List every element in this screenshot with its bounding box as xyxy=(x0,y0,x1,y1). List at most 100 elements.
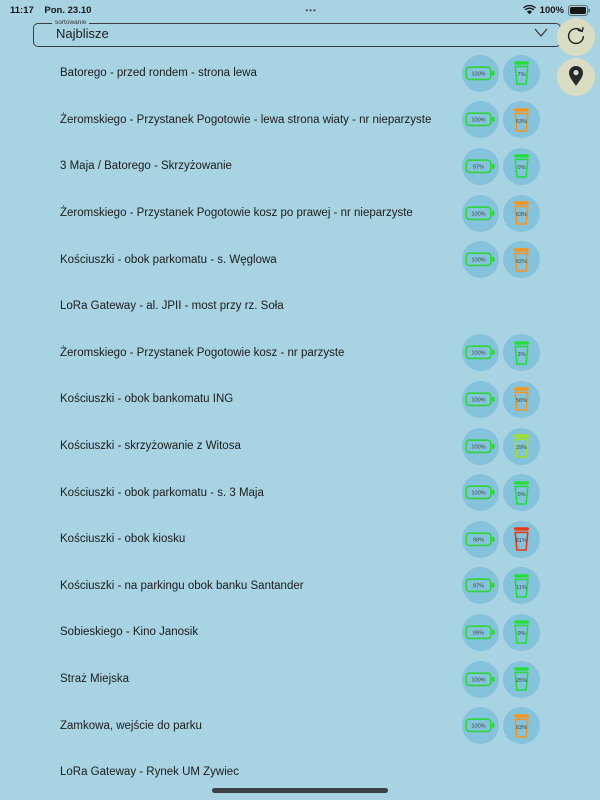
location-label: Kościuszki - obok parkomatu - s. 3 Maja xyxy=(60,486,264,499)
list-item[interactable]: Żeromskiego - Przystanek Pogotowie kosz … xyxy=(0,330,600,377)
battery-badge: 98% xyxy=(462,520,499,558)
location-label: Kościuszki - obok parkomatu - s. Węglowa xyxy=(60,253,277,266)
svg-text:29%: 29% xyxy=(516,445,527,451)
svg-text:63%: 63% xyxy=(516,725,527,731)
list-item[interactable]: Kościuszki - obok bankomatu ING 100% 56% xyxy=(0,376,600,423)
bin-fill-badge: 81% xyxy=(503,520,540,558)
sensor-list: Batorego - przed rondem - strona lewa 10… xyxy=(0,50,600,796)
wifi-icon xyxy=(522,5,536,15)
trash-bin-icon: 0% xyxy=(514,480,529,505)
list-item[interactable]: Kościuszki - skrzyżowanie z Witosa 100% … xyxy=(0,423,600,470)
list-item[interactable]: LoRa Gateway - al. JPII - most przy rz. … xyxy=(0,283,600,330)
battery-badge: 100% xyxy=(462,54,499,92)
battery-level-icon: 100% xyxy=(465,392,495,407)
badges: 100% 63% xyxy=(462,194,540,232)
trash-bin-icon: 25% xyxy=(514,667,529,691)
battery-level-icon: 97% xyxy=(465,578,495,593)
svg-text:63%: 63% xyxy=(516,212,527,218)
map-pin-icon xyxy=(567,65,585,90)
svg-text:100%: 100% xyxy=(471,491,485,497)
battery-badge: 100% xyxy=(462,474,499,512)
location-label: Kościuszki - skrzyżowanie z Witosa xyxy=(60,440,241,453)
list-item[interactable]: 3 Maja / Batorego - Skrzyżowanie 97% 0% xyxy=(0,143,600,190)
svg-text:81%: 81% xyxy=(516,538,527,544)
battery-badge: 100% xyxy=(462,707,499,745)
svg-text:56%: 56% xyxy=(516,399,527,405)
location-label: Kościuszki - obok kiosku xyxy=(60,533,186,546)
list-item[interactable]: Zamkowa, wejście do parku 100% 63% xyxy=(0,702,600,749)
battery-level-icon: 100% xyxy=(465,671,495,686)
svg-text:25%: 25% xyxy=(516,678,527,684)
sort-select-value: Najblisze xyxy=(56,25,109,41)
location-label: 3 Maja / Batorego - Skrzyżowanie xyxy=(60,160,232,173)
list-item[interactable]: Żeromskiego - Przystanek Pogotowie - lew… xyxy=(0,97,600,144)
battery-badge: 100% xyxy=(462,101,499,139)
trash-bin-icon: 29% xyxy=(514,434,529,458)
bin-fill-badge: 3% xyxy=(503,334,540,372)
list-item[interactable]: Kościuszki - na parkingu obok banku Sant… xyxy=(0,563,600,610)
bin-fill-badge: 29% xyxy=(503,427,540,465)
battery-level-icon: 100% xyxy=(465,485,495,500)
trash-bin-icon: 0% xyxy=(514,154,529,179)
refresh-icon xyxy=(565,25,587,50)
map-button[interactable] xyxy=(557,58,595,96)
bin-fill-badge: 63% xyxy=(503,194,540,232)
svg-text:0%: 0% xyxy=(517,166,525,172)
trash-bin-icon: 56% xyxy=(514,387,529,412)
list-item[interactable]: Kościuszki - obok kiosku 98% 81% xyxy=(0,516,600,563)
list-item[interactable]: Straż Miejska 100% 25% xyxy=(0,656,600,703)
battery-badge: 100% xyxy=(462,380,499,418)
battery-badge: 100% xyxy=(462,660,499,698)
list-item[interactable]: Batorego - przed rondem - strona lewa 10… xyxy=(0,50,600,97)
location-label: Kościuszki - obok bankomatu ING xyxy=(60,393,234,406)
location-label: Żeromskiego - Przystanek Pogotowie kosz … xyxy=(60,207,413,220)
trash-bin-icon: 63% xyxy=(514,108,529,132)
bin-fill-badge: 63% xyxy=(503,101,540,139)
battery-percent: 100% xyxy=(539,4,564,16)
svg-text:7%: 7% xyxy=(517,72,525,78)
badges: 97% 0% xyxy=(462,147,540,185)
date: Pon. 23.10 xyxy=(44,4,92,16)
svg-text:97%: 97% xyxy=(473,164,484,170)
trash-bin-icon: 11% xyxy=(514,574,529,598)
battery-badge: 97% xyxy=(462,147,499,185)
bin-fill-badge: 0% xyxy=(503,474,540,512)
list-item[interactable]: LoRa Gateway - Rynek UM Zywiec xyxy=(0,749,600,796)
battery-level-icon: 99% xyxy=(465,625,495,640)
location-label: Sobieskiego - Kino Janosik xyxy=(60,626,199,639)
svg-text:100%: 100% xyxy=(471,444,485,450)
location-label: Zamkowa, wejście do parku xyxy=(60,719,202,732)
list-item[interactable]: Sobieskiego - Kino Janosik 99% 0% xyxy=(0,609,600,656)
list-item[interactable]: Żeromskiego - Przystanek Pogotowie kosz … xyxy=(0,190,600,237)
svg-text:100%: 100% xyxy=(471,71,485,77)
bin-fill-badge: 7% xyxy=(503,54,540,92)
chevron-down-icon xyxy=(534,24,548,42)
trash-bin-icon: 81% xyxy=(514,527,529,552)
home-indicator[interactable] xyxy=(212,788,388,793)
battery-level-icon: 100% xyxy=(465,438,495,453)
list-item[interactable]: Kościuszki - obok parkomatu - s. Węglowa… xyxy=(0,236,600,283)
battery-level-icon: 97% xyxy=(465,159,495,174)
badges: 100% 25% xyxy=(462,660,540,698)
svg-text:62%: 62% xyxy=(516,259,527,265)
badges: 100% 3% xyxy=(462,334,540,372)
svg-text:63%: 63% xyxy=(516,119,527,125)
status-right: 100% xyxy=(522,4,590,16)
svg-text:0%: 0% xyxy=(517,492,525,498)
svg-text:100%: 100% xyxy=(471,211,485,217)
sort-select[interactable]: sortowanie Najblisze xyxy=(33,19,561,47)
location-label: Batorego - przed rondem - strona lewa xyxy=(60,67,257,80)
badges: 100% 63% xyxy=(462,101,540,139)
battery-badge: 100% xyxy=(462,427,499,465)
multitask-dots: ••• xyxy=(305,5,317,15)
badges: 97% 11% xyxy=(462,567,540,605)
trash-bin-icon: 7% xyxy=(514,61,529,86)
battery-icon xyxy=(567,4,590,16)
badges: 100% 56% xyxy=(462,380,540,418)
sort-select-label: sortowanie xyxy=(55,19,87,26)
list-item[interactable]: Kościuszki - obok parkomatu - s. 3 Maja … xyxy=(0,469,600,516)
battery-level-icon: 100% xyxy=(465,112,495,127)
battery-level-icon: 100% xyxy=(465,66,495,80)
refresh-button[interactable] xyxy=(557,18,595,56)
badges: 100% 63% xyxy=(462,707,540,745)
